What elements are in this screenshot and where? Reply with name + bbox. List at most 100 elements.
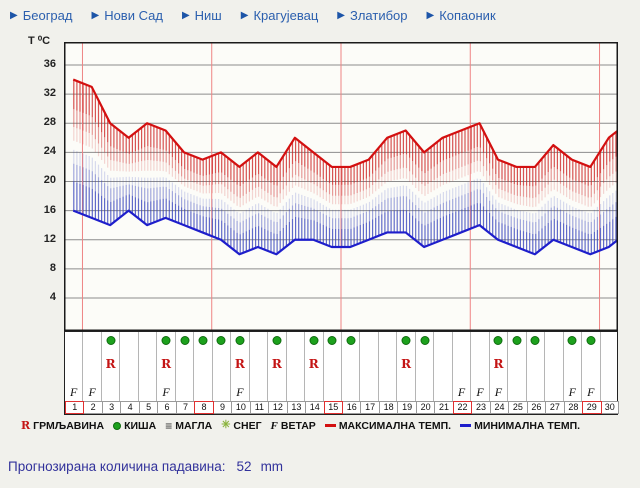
rain-icon xyxy=(327,336,337,345)
y-tick-label: 20 xyxy=(43,174,56,187)
rain-icon xyxy=(309,336,319,345)
day-column: R xyxy=(268,332,287,401)
day-number-highlighted: 8 xyxy=(194,401,214,414)
day-number: 9 xyxy=(212,401,233,414)
day-number: 3 xyxy=(101,401,122,414)
max-temp-line xyxy=(72,78,618,169)
legend-label: ВЕТАР xyxy=(280,419,316,432)
y-tick-label: 32 xyxy=(43,87,56,100)
day-number: 12 xyxy=(268,401,288,414)
day-column xyxy=(324,332,342,401)
day-column: R xyxy=(102,332,121,401)
thunder-icon: R xyxy=(21,419,31,432)
day-column: F xyxy=(564,332,583,401)
fog-icon: ≡ xyxy=(165,418,173,433)
y-tick-label: 4 xyxy=(49,290,56,303)
nav-link-label: Крагујевац xyxy=(253,8,319,23)
precipitation-summary: Прогнозирана количина падавина: 52 mm xyxy=(8,459,283,474)
nav-arrow-icon: ▶ xyxy=(426,9,435,21)
day-column xyxy=(342,332,361,401)
nav-link-label: Нови Сад xyxy=(104,8,163,23)
day-number: 17 xyxy=(360,401,380,414)
day-number: 18 xyxy=(378,401,399,414)
day-number-row: 1 2 3 4 5 6 7 8 9 10 11 12 13 14 15 16 17 18 19 20 21 22 23 24 2… xyxy=(65,401,619,414)
nav-arrow-icon: ▶ xyxy=(240,9,249,21)
day-column xyxy=(120,332,139,401)
day-number: 10 xyxy=(231,401,251,414)
rain-icon xyxy=(512,336,522,345)
rain-icon xyxy=(198,336,208,345)
rain-icon xyxy=(493,336,503,345)
day-number: 24 xyxy=(489,401,510,414)
day-number-highlighted: 29 xyxy=(582,401,602,414)
nav-arrow-icon: ▶ xyxy=(181,9,190,21)
precipitation-value: 52 xyxy=(236,459,252,474)
rain-icon xyxy=(113,421,122,430)
day-column: F xyxy=(83,332,102,401)
day-number: 25 xyxy=(508,401,528,414)
nav-link-beograd[interactable]: ▶ Београд xyxy=(10,8,72,23)
wind-icon: F xyxy=(568,385,576,399)
legend-label: МАГЛА xyxy=(175,419,213,432)
day-number: 2 xyxy=(83,401,103,414)
day-column xyxy=(176,332,195,401)
day-column: F xyxy=(582,332,601,401)
day-column: R xyxy=(397,332,416,401)
legend-label: МИНИМАЛНА ТЕМП. xyxy=(474,419,581,432)
nav-link-zlatibor[interactable]: ▶ Златибор xyxy=(337,8,407,23)
nav-link-label: Копаоник xyxy=(439,8,496,23)
nav-link-nis[interactable]: ▶ Ниш xyxy=(182,8,222,23)
day-column xyxy=(194,332,213,401)
day-number: 26 xyxy=(526,401,547,414)
day-number: 20 xyxy=(415,401,436,414)
wind-icon: F xyxy=(88,385,96,399)
day-number: 7 xyxy=(175,401,196,414)
legend-label: СНЕГ xyxy=(233,419,262,432)
rain-icon xyxy=(567,336,577,345)
nav-link-kopaonik[interactable]: ▶ Копаоник xyxy=(427,8,496,23)
day-number: 5 xyxy=(138,401,159,414)
day-number: 16 xyxy=(342,401,362,414)
nav-link-label: Београд xyxy=(22,8,73,23)
nav-link-kragujevac[interactable]: ▶ Крагујевац xyxy=(241,8,319,23)
day-number: 23 xyxy=(471,401,491,414)
thunder-icon: R xyxy=(493,357,504,371)
legend-item: F ВЕТАР xyxy=(271,420,316,432)
chart-legend: R ГРМЉАВИНА КИША ≡ МАГЛА ✳ СНЕГ F ВЕТАР МАКСИМАЛН… xyxy=(21,419,580,432)
nav-link-novi-sad[interactable]: ▶ Нови Сад xyxy=(91,8,162,23)
day-column xyxy=(527,332,546,401)
daily-weather-table: F F R R F R F R R R F F R F F F 1 2 3 4 5 6 7 8 9 10 11 12 13 14 15 16 1… xyxy=(64,331,619,415)
y-tick-label: 12 xyxy=(43,232,56,245)
wind-icon: F xyxy=(476,385,484,399)
rain-icon xyxy=(161,336,171,345)
day-number: 14 xyxy=(305,401,325,414)
max-temp-line-icon xyxy=(324,424,336,427)
wind-icon: F xyxy=(587,385,595,399)
thunder-icon: R xyxy=(105,357,116,371)
legend-item: МИНИМАЛНА ТЕМП. xyxy=(460,420,580,432)
legend-item: МАКСИМАЛНА ТЕМП. xyxy=(324,419,452,432)
min-temp-line xyxy=(72,209,618,256)
day-column xyxy=(360,332,379,401)
wind-icon: F xyxy=(457,385,466,399)
min-temp-line-icon xyxy=(460,424,472,427)
day-column: F xyxy=(453,332,472,401)
rain-icon xyxy=(586,336,596,345)
precipitation-label: Прогнозирана количина падавина: xyxy=(8,459,226,474)
day-number: 30 xyxy=(600,401,619,414)
precipitation-unit: mm xyxy=(260,459,284,474)
legend-label: МАКСИМАЛНА ТЕМП. xyxy=(338,419,452,432)
thunder-icon: R xyxy=(234,357,245,371)
day-number: 27 xyxy=(545,401,565,414)
day-column xyxy=(434,332,453,401)
day-column: R xyxy=(305,332,324,401)
rain-icon xyxy=(401,336,411,345)
rain-icon xyxy=(235,336,245,345)
max-temp-hatch xyxy=(73,79,617,187)
min-temp-hatch xyxy=(73,163,617,235)
temperature-chart xyxy=(64,42,618,331)
rain-icon xyxy=(346,336,356,345)
day-number-highlighted: 15 xyxy=(323,401,343,414)
